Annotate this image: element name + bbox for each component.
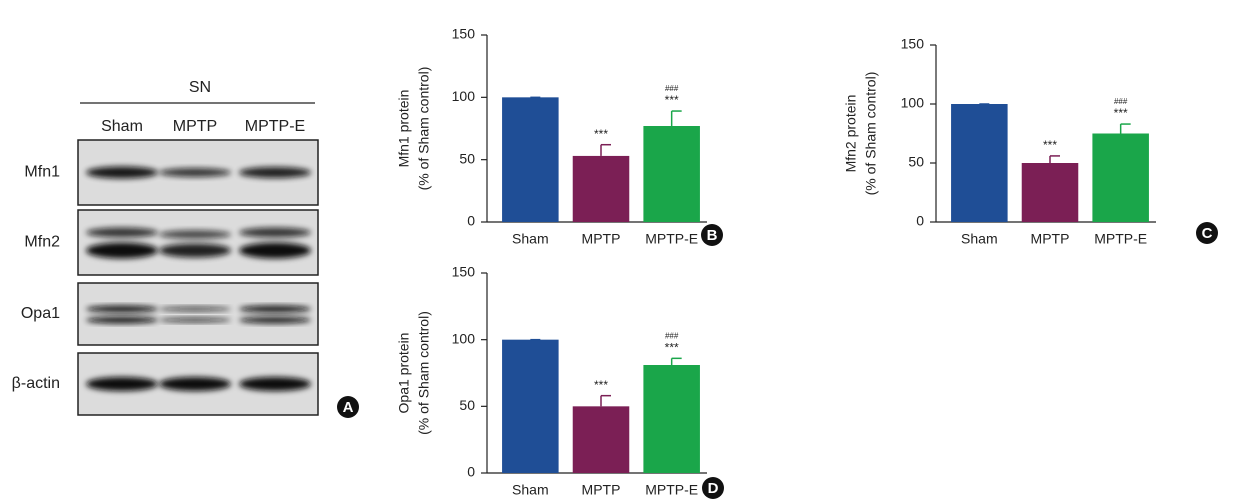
x-tick-label: MPTP-E [1094, 231, 1147, 247]
y-axis-label: (% of Sham control) [416, 67, 432, 191]
significance: *** [1114, 106, 1128, 120]
row-label: β-actin [12, 375, 60, 392]
significance: *** [665, 341, 679, 355]
blot-band [159, 230, 231, 239]
blot-band [86, 377, 158, 391]
bar [573, 406, 630, 473]
y-tick-label: 150 [452, 26, 476, 42]
blot-band [159, 377, 231, 391]
blot-band [239, 167, 311, 178]
blot-band [86, 243, 158, 259]
x-tick-label: MPTP [582, 231, 621, 247]
y-tick-label: 150 [901, 36, 925, 52]
significance: *** [594, 127, 608, 141]
x-tick-label: MPTP-E [645, 231, 698, 247]
blot-band [159, 244, 231, 258]
significance-hash: ### [665, 84, 679, 93]
blot-band [159, 318, 231, 323]
region-label: SN [189, 79, 211, 96]
x-tick-label: Sham [512, 482, 549, 498]
y-axis-label: Mfn2 protein [843, 95, 859, 173]
y-axis-label: Mfn1 protein [396, 90, 412, 168]
bar [1022, 163, 1079, 222]
y-tick-label: 100 [901, 95, 925, 111]
significance: *** [1043, 138, 1057, 152]
y-tick-label: 100 [452, 330, 476, 346]
significance-hash: ### [665, 331, 679, 340]
blot-band [159, 307, 231, 312]
blot-band [239, 377, 311, 391]
panel-letter: C [1202, 225, 1213, 242]
row-label: Mfn2 [24, 234, 60, 251]
blot-band [159, 168, 231, 177]
bar [643, 126, 700, 222]
y-tick-label: 50 [908, 154, 924, 170]
x-tick-label: MPTP [582, 482, 621, 498]
blot-band [239, 317, 311, 324]
bar [502, 340, 559, 473]
y-tick-label: 100 [452, 88, 476, 104]
y-tick-label: 0 [467, 464, 475, 480]
bar [502, 97, 559, 222]
bar [1092, 134, 1149, 223]
y-axis-label: Opa1 protein [396, 333, 412, 414]
blot-band [86, 228, 158, 238]
blot-band [86, 306, 158, 313]
y-axis-label: (% of Sham control) [416, 311, 432, 435]
y-tick-label: 50 [459, 150, 475, 166]
panel-letter: B [707, 227, 718, 244]
lane-label: Sham [101, 118, 143, 135]
x-tick-label: MPTP-E [645, 482, 698, 498]
y-axis-label: (% of Sham control) [863, 72, 879, 196]
significance: *** [594, 378, 608, 392]
row-label: Opa1 [21, 305, 60, 322]
significance-hash: ### [1114, 97, 1128, 106]
bar [951, 104, 1008, 222]
blot-box [78, 210, 318, 275]
significance: *** [665, 93, 679, 107]
y-tick-label: 150 [452, 264, 476, 280]
blot-band [239, 228, 311, 238]
x-tick-label: Sham [512, 231, 549, 247]
x-tick-label: MPTP [1031, 231, 1070, 247]
panel-letter: D [708, 480, 719, 497]
row-label: Mfn1 [24, 164, 60, 181]
blot-band [239, 306, 311, 313]
lane-label: MPTP [173, 118, 217, 135]
lane-label: MPTP-E [245, 118, 305, 135]
y-tick-label: 0 [467, 213, 475, 229]
blot-band [86, 317, 158, 324]
figure: SN Sham MPTP MPTP-E Mfn1 Mfn2 Opa1 β-actin A 0 50 1… [0, 0, 1253, 503]
blot-band [239, 243, 311, 259]
bar [573, 156, 630, 222]
blot-box [78, 283, 318, 345]
y-tick-label: 0 [916, 213, 924, 229]
x-tick-label: Sham [961, 231, 998, 247]
panel-letter: A [343, 399, 354, 416]
blot-band [86, 167, 158, 179]
y-tick-label: 50 [459, 397, 475, 413]
bar [643, 365, 700, 473]
